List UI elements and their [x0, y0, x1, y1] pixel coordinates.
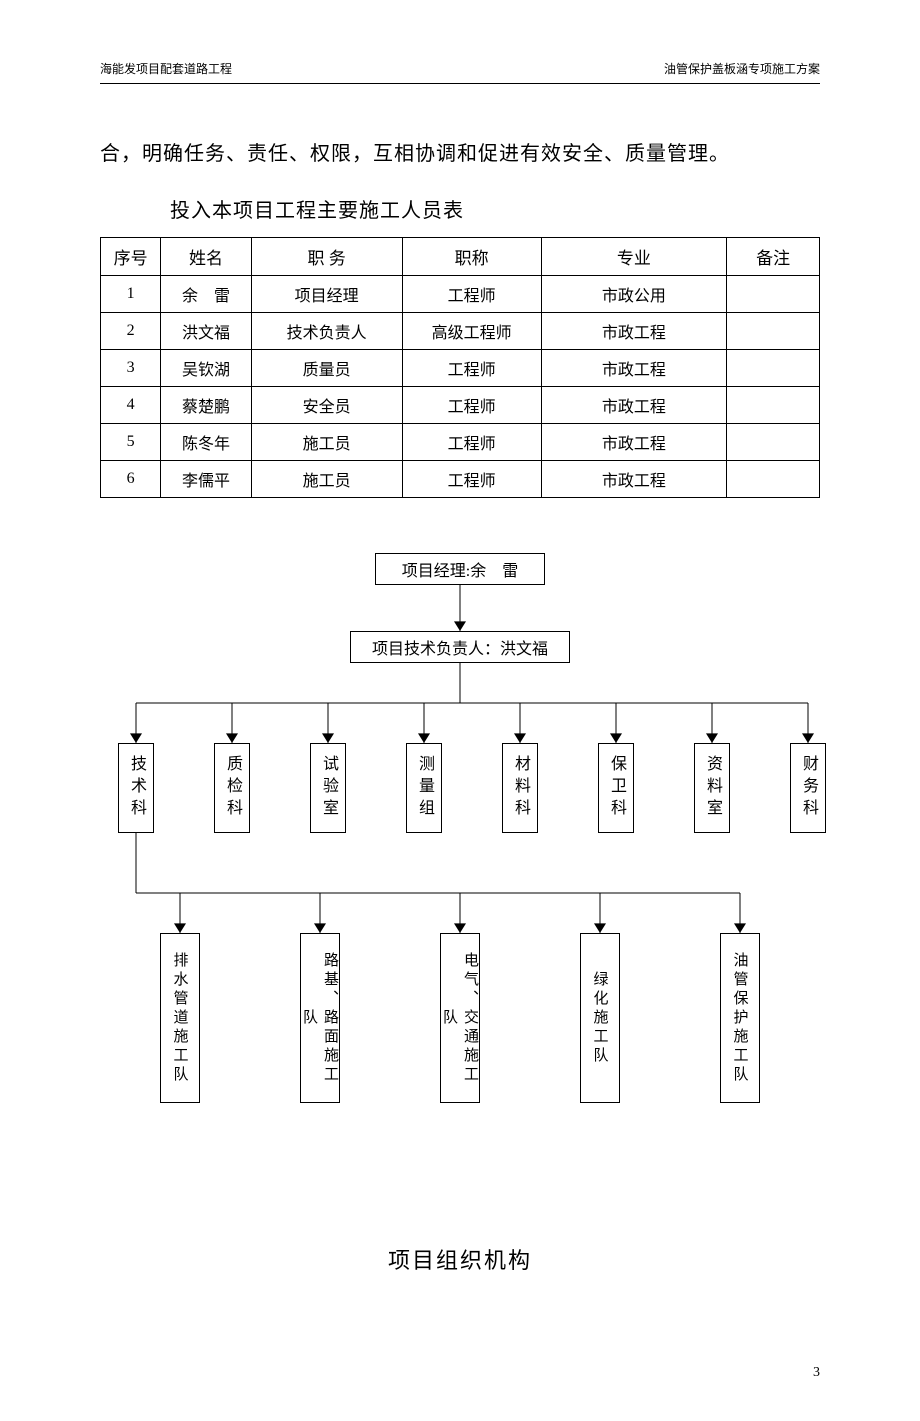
- table-cell: 市政工程: [541, 387, 727, 424]
- table-cell: 2: [101, 313, 161, 350]
- header-left: 海能发项目配套道路工程: [100, 60, 232, 77]
- chart-caption: 项目组织机构: [100, 1243, 820, 1275]
- page: 海能发项目配套道路工程 油管保护盖板涵专项施工方案 合，明确任务、责任、权限，互…: [100, 60, 820, 1381]
- table-cell: 安全员: [251, 387, 402, 424]
- table-cell: 质量员: [251, 350, 402, 387]
- org-team-box: 绿化施工队: [580, 933, 620, 1103]
- table-cell: 1: [101, 276, 161, 313]
- table-cell: 市政工程: [541, 313, 727, 350]
- table-cell: 施工员: [251, 424, 402, 461]
- table-header-cell: 职 务: [251, 238, 402, 276]
- table-row: 3吴钦湖质量员工程师市政工程: [101, 350, 820, 387]
- table-cell: 工程师: [402, 424, 541, 461]
- org-team-box: 排水管道施工队: [160, 933, 200, 1103]
- org-manager-box: 项目经理:余 雷: [375, 553, 545, 585]
- table-cell: 施工员: [251, 461, 402, 498]
- table-cell: 洪文福: [161, 313, 251, 350]
- org-dept-box: 资料室: [694, 743, 730, 833]
- table-cell: 高级工程师: [402, 313, 541, 350]
- table-cell: 市政公用: [541, 276, 727, 313]
- table-cell: 4: [101, 387, 161, 424]
- org-chart: 项目经理:余 雷项目技术负责人：洪文福技术科 质检科 试验室 测量组 材料科 保卫科 资料室…: [100, 553, 820, 1193]
- page-header: 海能发项目配套道路工程 油管保护盖板涵专项施工方案: [100, 60, 820, 84]
- table-cell: [727, 350, 820, 387]
- org-dept-box: 测量组: [406, 743, 442, 833]
- org-team-box: 路基、路面施工队: [300, 933, 340, 1103]
- org-dept-box: 质检科: [214, 743, 250, 833]
- table-cell: 蔡楚鹏: [161, 387, 251, 424]
- org-dept-box: 材料科: [502, 743, 538, 833]
- table-cell: 李儒平: [161, 461, 251, 498]
- table-cell: [727, 276, 820, 313]
- table-header-cell: 序号: [101, 238, 161, 276]
- table-cell: 5: [101, 424, 161, 461]
- table-header-row: 序号姓名职 务职称专业备注: [101, 238, 820, 276]
- table-title: 投入本项目工程主要施工人员表: [170, 194, 820, 223]
- personnel-table: 序号姓名职 务职称专业备注 1余 雷项目经理工程师市政公用2洪文福技术负责人高级…: [100, 237, 820, 498]
- table-cell: [727, 387, 820, 424]
- table-cell: 6: [101, 461, 161, 498]
- table-cell: 陈冬年: [161, 424, 251, 461]
- table-body: 1余 雷项目经理工程师市政公用2洪文福技术负责人高级工程师市政工程3吴钦湖质量员…: [101, 276, 820, 498]
- org-team-box: 电气、交通施工队: [440, 933, 480, 1103]
- table-header-cell: 专业: [541, 238, 727, 276]
- table-row: 1余 雷项目经理工程师市政公用: [101, 276, 820, 313]
- org-team-box: 油管保护施工队: [720, 933, 760, 1103]
- org-dept-box: 财务科: [790, 743, 826, 833]
- table-row: 5陈冬年施工员工程师市政工程: [101, 424, 820, 461]
- table-cell: 余 雷: [161, 276, 251, 313]
- table-cell: 工程师: [402, 387, 541, 424]
- table-cell: 技术负责人: [251, 313, 402, 350]
- table-row: 2洪文福技术负责人高级工程师市政工程: [101, 313, 820, 350]
- table-cell: 吴钦湖: [161, 350, 251, 387]
- org-tech-lead-box: 项目技术负责人：洪文福: [350, 631, 570, 663]
- table-cell: 市政工程: [541, 461, 727, 498]
- header-right: 油管保护盖板涵专项施工方案: [664, 60, 820, 77]
- table-cell: 工程师: [402, 461, 541, 498]
- table-cell: [727, 461, 820, 498]
- org-dept-box: 保卫科: [598, 743, 634, 833]
- body-paragraph: 合，明确任务、责任、权限，互相协调和促进有效安全、质量管理。: [100, 134, 820, 174]
- table-cell: 工程师: [402, 350, 541, 387]
- table-header-cell: 姓名: [161, 238, 251, 276]
- table-cell: [727, 424, 820, 461]
- org-dept-box: 试验室: [310, 743, 346, 833]
- table-cell: 工程师: [402, 276, 541, 313]
- table-cell: 3: [101, 350, 161, 387]
- table-header-cell: 职称: [402, 238, 541, 276]
- table-header-cell: 备注: [727, 238, 820, 276]
- table-row: 6李儒平施工员工程师市政工程: [101, 461, 820, 498]
- table-cell: [727, 313, 820, 350]
- table-row: 4蔡楚鹏安全员工程师市政工程: [101, 387, 820, 424]
- org-dept-box: 技术科: [118, 743, 154, 833]
- page-number: 3: [100, 1365, 820, 1381]
- table-cell: 市政工程: [541, 350, 727, 387]
- table-cell: 项目经理: [251, 276, 402, 313]
- table-cell: 市政工程: [541, 424, 727, 461]
